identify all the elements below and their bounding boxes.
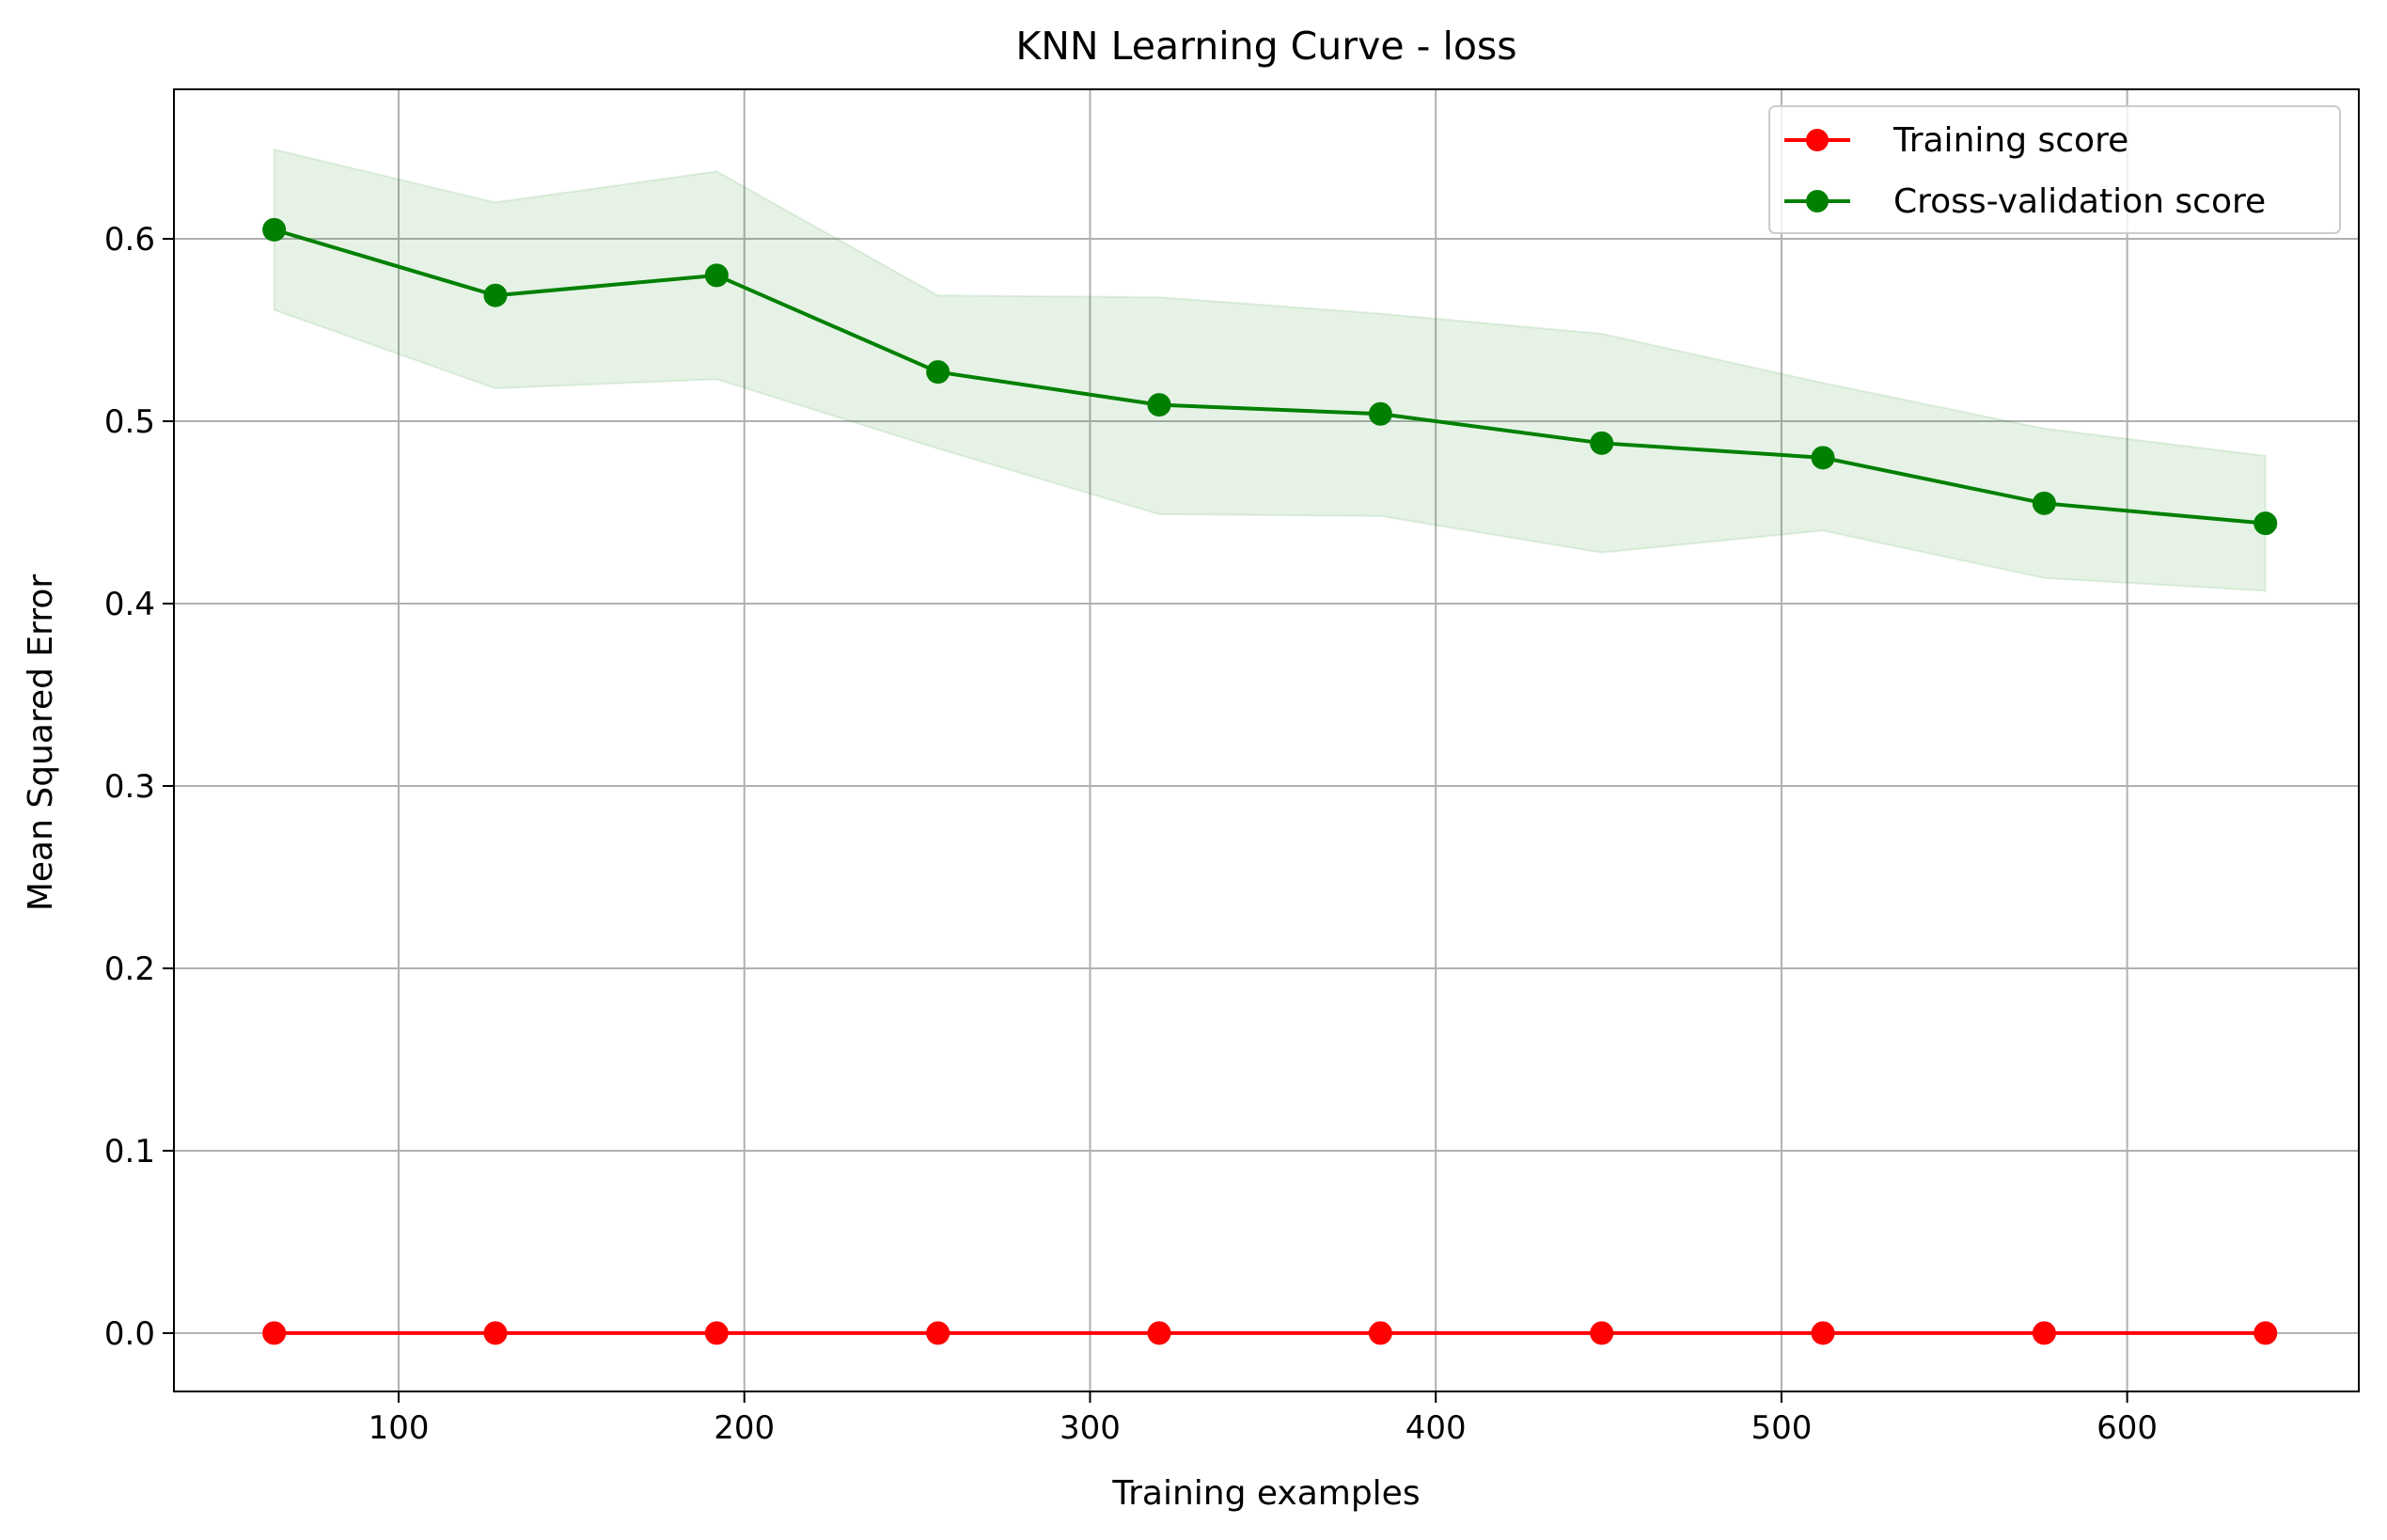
- legend: Training score Cross-validation score: [1768, 105, 2341, 234]
- x-tick-label: 300: [1060, 1409, 1121, 1447]
- y-tick-label: 0.0: [104, 1315, 155, 1353]
- data-point: [2254, 1321, 2278, 1345]
- data-point: [2254, 511, 2278, 536]
- legend-box: [1768, 105, 2341, 234]
- series-lines: [262, 217, 2278, 1345]
- plot-frame: [173, 88, 2360, 1392]
- data-point: [1590, 431, 1614, 455]
- legend-marker: [1806, 190, 1829, 212]
- data-point: [2032, 1321, 2056, 1345]
- y-tick-label: 0.3: [104, 768, 155, 806]
- data-point: [1811, 1321, 1835, 1345]
- x-tick-label: 200: [714, 1409, 775, 1447]
- chart-title: KNN Learning Curve - loss: [1015, 24, 1516, 69]
- y-tick-label: 0.6: [104, 221, 155, 259]
- data-point: [1368, 401, 1392, 426]
- legend-label: Cross-validation score: [1893, 182, 2266, 221]
- legend-marker: [1806, 129, 1829, 151]
- data-point: [1147, 1321, 1171, 1345]
- x-tick-label: 100: [369, 1409, 430, 1447]
- data-point: [483, 283, 508, 307]
- data-point: [704, 1321, 729, 1345]
- data-point: [262, 1321, 287, 1345]
- x-axis-label: Training examples: [1111, 1474, 1420, 1513]
- y-tick-label: 0.1: [104, 1133, 155, 1171]
- data-point: [483, 1321, 508, 1345]
- data-point: [926, 360, 950, 385]
- legend-label: Training score: [1892, 121, 2128, 160]
- data-point: [704, 263, 729, 288]
- data-point: [926, 1321, 950, 1345]
- data-point: [1147, 393, 1171, 417]
- data-point: [1590, 1321, 1614, 1345]
- x-tick-label: 600: [2096, 1409, 2158, 1447]
- y-tick-label: 0.5: [104, 403, 155, 441]
- data-point: [262, 217, 287, 242]
- confidence-band-series-1: [273, 148, 2267, 592]
- x-tick-label: 400: [1406, 1409, 1467, 1447]
- series-line-1: [274, 228, 2266, 526]
- data-point: [1811, 446, 1835, 470]
- y-axis-label: Mean Squared Error: [22, 574, 60, 912]
- x-tick-label: 500: [1751, 1409, 1812, 1447]
- data-point: [1368, 1321, 1392, 1345]
- y-tick-label: 0.4: [104, 586, 155, 623]
- data-point: [2032, 491, 2056, 515]
- confidence-bands: [273, 148, 2267, 592]
- y-tick-label: 0.2: [104, 951, 155, 988]
- axis-ticks: 100 200 300 400 500 600 0.0 0.1 0.2 0.3 0.4 0.5 0.6: [104, 221, 2158, 1447]
